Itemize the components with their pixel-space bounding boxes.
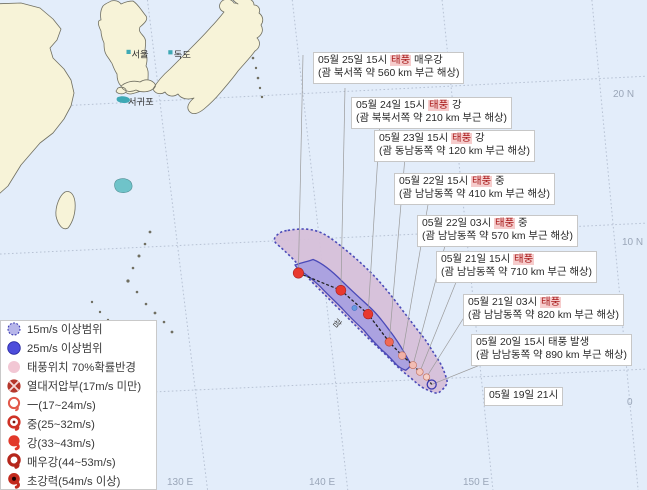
svg-text:강(33~43m/s): 강(33~43m/s) xyxy=(27,437,95,450)
svg-text:서울: 서울 xyxy=(132,50,150,60)
svg-text:초강력(54m/s 이상): 초강력(54m/s 이상) xyxy=(27,475,121,488)
svg-text:150 E: 150 E xyxy=(463,477,489,488)
svg-text:매우강(44~53m/s): 매우강(44~53m/s) xyxy=(27,456,116,469)
svg-text:10 N: 10 N xyxy=(622,237,643,248)
svg-text:독도: 독도 xyxy=(174,50,192,60)
svg-text:태풍위치 70%확률반경: 태풍위치 70%확률반경 xyxy=(27,360,136,374)
svg-text:25m/s 이상범위: 25m/s 이상범위 xyxy=(27,342,102,355)
svg-text:130 E: 130 E xyxy=(167,477,193,488)
svg-text:20 N: 20 N xyxy=(613,89,634,100)
svg-text:중(25~32m/s): 중(25~32m/s) xyxy=(27,419,95,431)
svg-text:열대저압부(17m/s 미만): 열대저압부(17m/s 미만) xyxy=(27,380,141,393)
svg-text:一(17~24m/s): 一(17~24m/s) xyxy=(27,400,96,412)
svg-text:15m/s 이상범위: 15m/s 이상범위 xyxy=(27,323,102,336)
svg-text:140 E: 140 E xyxy=(309,477,335,488)
svg-text:0: 0 xyxy=(627,397,633,408)
svg-text:서귀포: 서귀포 xyxy=(128,97,154,107)
